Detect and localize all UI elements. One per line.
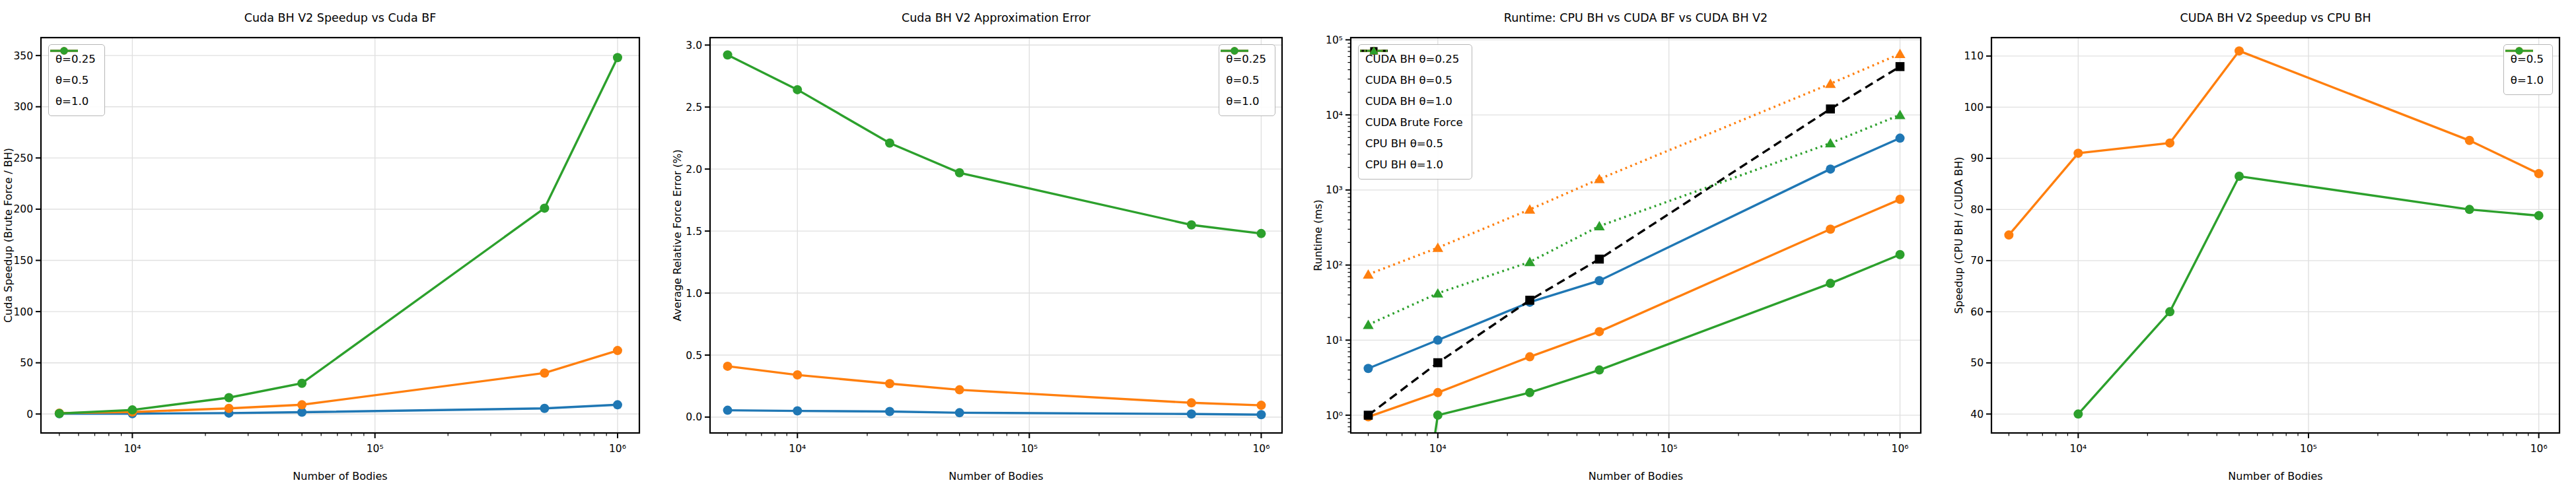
svg-text:50: 50 (20, 357, 33, 369)
svg-text:90: 90 (1970, 152, 1984, 164)
legend-item: θ=0.5 (1226, 71, 1266, 90)
legend: θ=0.25θ=0.5θ=1.0 (1219, 44, 1275, 116)
svg-text:100: 100 (1964, 102, 1984, 114)
y-axis-label: Cuda Speedup (Brute Force / BH) (2, 148, 15, 323)
svg-text:10⁵: 10⁵ (1661, 443, 1678, 455)
legend-swatch-icon (1359, 45, 1389, 57)
legend-label: CPU BH θ=0.5 (1365, 137, 1443, 150)
svg-text:110: 110 (1964, 50, 1984, 62)
legend-label: θ=1.0 (1226, 95, 1259, 108)
legend-label: θ=0.5 (1226, 74, 1259, 86)
svg-text:10⁶: 10⁶ (1252, 443, 1270, 455)
svg-text:10⁴: 10⁴ (1429, 443, 1447, 455)
x-axis-label: Number of Bodies (1589, 470, 1683, 482)
svg-text:10⁰: 10⁰ (1326, 410, 1343, 422)
svg-text:80: 80 (1970, 204, 1984, 216)
x-axis-label: Number of Bodies (293, 470, 387, 482)
svg-text:2.5: 2.5 (686, 102, 702, 114)
legend-item: θ=1.0 (2511, 71, 2544, 90)
legend: θ=0.5θ=1.0 (2503, 44, 2553, 95)
x-axis-label: Number of Bodies (2228, 470, 2322, 482)
y-axis-label: Average Relative Force Error (%) (671, 149, 684, 321)
svg-text:1.5: 1.5 (686, 226, 702, 238)
chart-background (1932, 0, 2576, 495)
svg-text:0.5: 0.5 (686, 350, 702, 362)
chart-panel-speedup-vs-cpu-bh: 10⁴ 10⁵ 10⁶ 40 50 60 70 80 90 100 110 CUDA BH V2 Sp… (1932, 0, 2576, 495)
chart-background (644, 0, 1288, 495)
x-axis-label: Number of Bodies (948, 470, 1043, 482)
svg-text:10⁶: 10⁶ (609, 443, 626, 455)
svg-text:10³: 10³ (1326, 184, 1343, 196)
legend-label: θ=1.0 (55, 95, 89, 108)
svg-text:0.0: 0.0 (686, 411, 702, 423)
legend-item: CUDA BH θ=0.5 (1365, 71, 1463, 90)
legend-item: θ=1.0 (55, 92, 96, 111)
svg-text:10⁴: 10⁴ (124, 443, 141, 455)
legend: θ=0.25θ=0.5θ=1.0 (48, 44, 105, 116)
svg-text:200: 200 (13, 203, 33, 215)
chart-panel-approximation-error: 10⁴ 10⁵ 10⁶ 0.0 0.5 1.0 1.5 2.0 2.5 3.0 Cuda BH V2… (644, 0, 1288, 495)
svg-text:10⁶: 10⁶ (2530, 443, 2548, 455)
figure-canvas: 10⁴ 10⁵ 10⁶ 0 50 100 150 200 250 300 350 Cuda BH V2… (0, 0, 2576, 495)
svg-text:70: 70 (1970, 255, 1984, 267)
legend-swatch-icon (1219, 45, 1250, 57)
svg-text:10⁴: 10⁴ (2069, 443, 2087, 455)
legend-label: θ=1.0 (2511, 74, 2544, 86)
legend-item: θ=1.0 (1226, 92, 1266, 111)
svg-text:0: 0 (26, 409, 33, 420)
y-axis-label: Runtime (ms) (1312, 199, 1324, 271)
legend-item: CUDA BH θ=1.0 (1365, 92, 1463, 111)
chart-canvas: 10⁴ 10⁵ 10⁶ 40 50 60 70 80 90 100 110 CUDA BH V2 Sp… (1932, 0, 2576, 495)
svg-text:1.0: 1.0 (686, 288, 702, 300)
svg-text:50: 50 (1970, 357, 1984, 369)
legend-label: θ=0.5 (55, 74, 89, 86)
svg-text:10⁵: 10⁵ (2300, 443, 2317, 455)
legend-item: CPU BH θ=1.0 (1365, 155, 1463, 174)
chart-canvas: 10⁴ 10⁵ 10⁶ 0.0 0.5 1.0 1.5 2.0 2.5 3.0 Cuda BH V2… (644, 0, 1288, 495)
chart-title: Runtime: CPU BH vs CUDA BF vs CUDA BH V2 (1504, 11, 1768, 24)
legend-swatch-icon (2504, 45, 2534, 57)
chart-panel-cuda-speedup-vs-bf: 10⁴ 10⁵ 10⁶ 0 50 100 150 200 250 300 350 Cuda BH V2… (0, 0, 644, 495)
legend-item: CPU BH θ=0.5 (1365, 134, 1463, 153)
legend-item: θ=0.5 (55, 71, 96, 90)
legend-label: CPU BH θ=1.0 (1365, 158, 1443, 171)
svg-text:10²: 10² (1326, 259, 1343, 271)
legend-label: CUDA BH θ=1.0 (1365, 95, 1452, 108)
svg-text:60: 60 (1970, 306, 1984, 318)
svg-text:150: 150 (13, 255, 33, 267)
y-axis-label: Speedup (CPU BH / CUDA BH) (1952, 156, 1965, 314)
svg-text:100: 100 (13, 306, 33, 318)
legend-label: CUDA Brute Force (1365, 116, 1463, 129)
svg-text:10⁵: 10⁵ (1020, 443, 1038, 455)
svg-text:10⁴: 10⁴ (789, 443, 806, 455)
svg-text:10¹: 10¹ (1326, 335, 1343, 346)
svg-text:10⁴: 10⁴ (1326, 110, 1343, 121)
svg-text:350: 350 (13, 50, 33, 62)
legend: CUDA BH θ=0.25CUDA BH θ=0.5CUDA BH θ=1.0… (1358, 44, 1472, 180)
chart-title: CUDA BH V2 Speedup vs CPU BH (2180, 11, 2371, 24)
svg-text:10⁵: 10⁵ (1326, 34, 1343, 46)
svg-text:250: 250 (13, 152, 33, 164)
svg-text:10⁵: 10⁵ (367, 443, 384, 455)
svg-text:40: 40 (1970, 409, 1984, 420)
legend-item: CUDA Brute Force (1365, 113, 1463, 132)
legend-label: CUDA BH θ=0.5 (1365, 74, 1452, 86)
chart-title: Cuda BH V2 Speedup vs Cuda BF (244, 11, 437, 24)
svg-text:2.0: 2.0 (686, 164, 702, 176)
svg-text:300: 300 (13, 101, 33, 113)
chart-title: Cuda BH V2 Approximation Error (902, 11, 1091, 24)
svg-text:3.0: 3.0 (686, 40, 702, 51)
svg-text:10⁶: 10⁶ (1892, 443, 1909, 455)
chart-panel-runtime-comparison: 10⁴ 10⁵ 10⁶ 10⁰ 10¹ 10² 10³ 10⁴ 10⁵ Runtime: CPU … (1288, 0, 1932, 495)
legend-swatch-icon (49, 45, 79, 57)
